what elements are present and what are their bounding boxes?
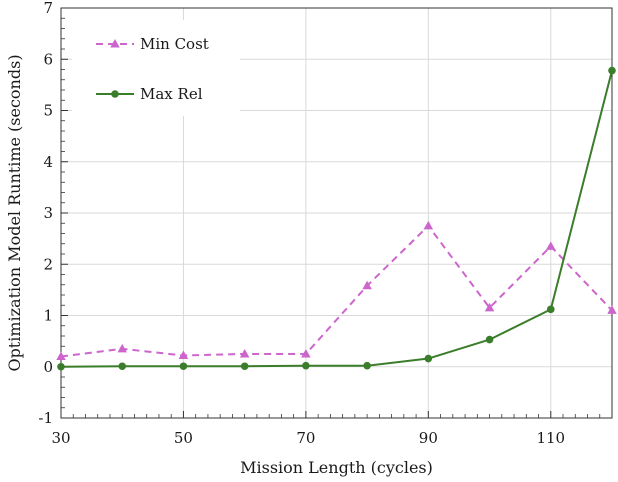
data-point-triangle bbox=[362, 280, 372, 290]
y-tick-label: 6 bbox=[43, 50, 53, 68]
x-tick-label: 110 bbox=[536, 429, 565, 447]
series-max-rel bbox=[57, 66, 616, 371]
data-point-circle bbox=[363, 361, 371, 370]
legend-marker-max-rel bbox=[111, 90, 119, 98]
data-point-circle bbox=[485, 335, 494, 344]
data-point-circle bbox=[424, 354, 433, 363]
data-point-triangle bbox=[301, 348, 311, 358]
data-point-triangle bbox=[484, 302, 495, 312]
series-line bbox=[60, 70, 613, 368]
data-point-triangle bbox=[56, 351, 66, 360]
data-point-circle bbox=[240, 362, 249, 371]
data-point-triangle bbox=[607, 305, 617, 314]
data-point-circle bbox=[546, 305, 555, 314]
y-tick-label: -1 bbox=[38, 409, 53, 427]
y-tick-label: 4 bbox=[43, 153, 53, 171]
y-tick-label: 5 bbox=[43, 102, 53, 120]
series-min-cost bbox=[56, 220, 617, 360]
data-point-triangle bbox=[239, 348, 250, 358]
y-tick-label: 2 bbox=[43, 255, 53, 273]
legend-background bbox=[72, 20, 240, 116]
y-axis-label: Optimization Model Runtime (seconds) bbox=[5, 54, 24, 371]
y-tick-label: 0 bbox=[43, 358, 53, 376]
legend-label-min-cost: Min Cost bbox=[140, 35, 209, 53]
y-tick-label: 3 bbox=[43, 204, 53, 222]
y-tick-label: 7 bbox=[43, 0, 53, 17]
legend-marker-min-cost bbox=[110, 39, 120, 48]
data-point-circle bbox=[57, 362, 65, 371]
y-tick-label: 1 bbox=[43, 307, 53, 325]
x-axis-label: Mission Length (cycles) bbox=[240, 458, 433, 477]
data-point-triangle bbox=[423, 220, 434, 230]
series-line bbox=[60, 224, 613, 358]
data-point-circle bbox=[118, 362, 127, 371]
data-point-triangle bbox=[117, 343, 127, 353]
legend-entry-min-cost: Min Cost bbox=[96, 35, 209, 53]
x-tick-label: 70 bbox=[296, 429, 315, 447]
x-tick-label: 50 bbox=[174, 429, 193, 447]
legend: Min Cost Max Rel bbox=[72, 20, 240, 116]
data-point-triangle bbox=[546, 241, 556, 250]
data-point-triangle bbox=[178, 350, 189, 359]
legend-entry-max-rel: Max Rel bbox=[96, 85, 203, 103]
series bbox=[56, 66, 617, 371]
data-point-circle bbox=[179, 362, 188, 371]
x-tick-label: 30 bbox=[51, 429, 70, 447]
data-point-circle bbox=[302, 361, 310, 370]
legend-label-max-rel: Max Rel bbox=[140, 85, 203, 103]
x-tick-label: 90 bbox=[419, 429, 438, 447]
data-point-circle bbox=[608, 66, 616, 75]
axes: 30 50 70 90 110 -1 0 1 2 3 4 5 6 7 bbox=[38, 0, 613, 447]
